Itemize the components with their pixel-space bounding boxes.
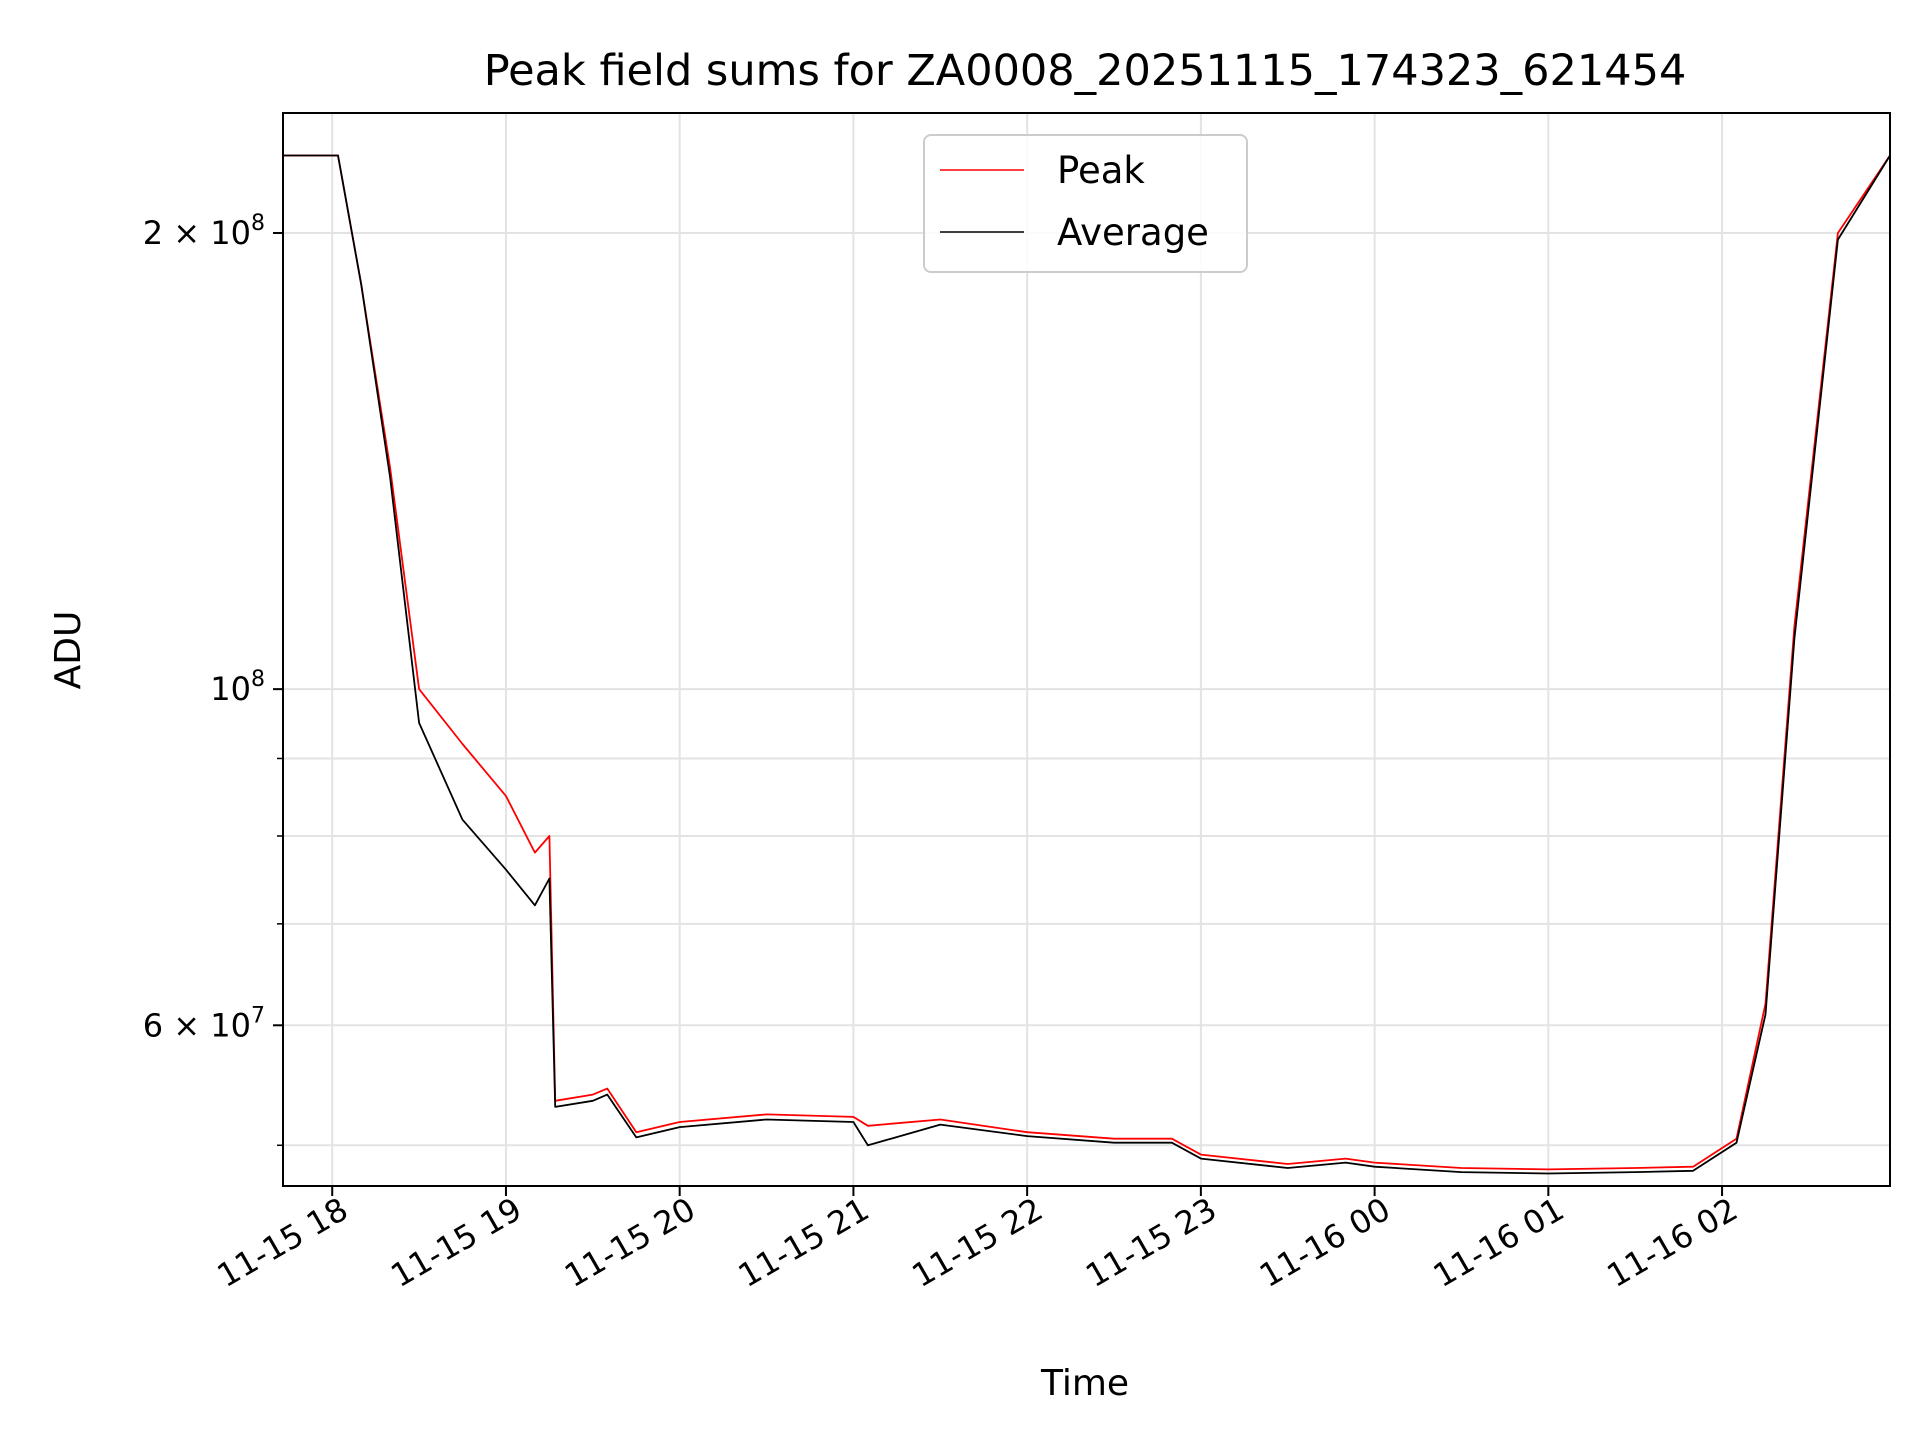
plot-frame: [282, 112, 1891, 1187]
chart-title: Peak field sums for ZA0008_20251115_1743…: [484, 46, 1687, 96]
legend-label-peak: Peak: [1057, 149, 1145, 192]
y-axis-label: ADU: [48, 611, 89, 690]
y-axis: 2 × 108 108 6 × 107: [143, 211, 283, 1147]
legend-label-average: Average: [1057, 211, 1209, 254]
legend: Peak Average: [923, 134, 1248, 273]
series-line-peak: [283, 154, 1891, 1171]
y-tick-label: 108: [210, 667, 265, 708]
y-tick-label: 2 × 108: [143, 211, 265, 252]
series-line-average: [283, 154, 1891, 1175]
series-layer: [283, 154, 1891, 1175]
x-axis-label: Time: [1040, 1363, 1129, 1404]
y-tick-label: 6 × 107: [143, 1003, 265, 1044]
